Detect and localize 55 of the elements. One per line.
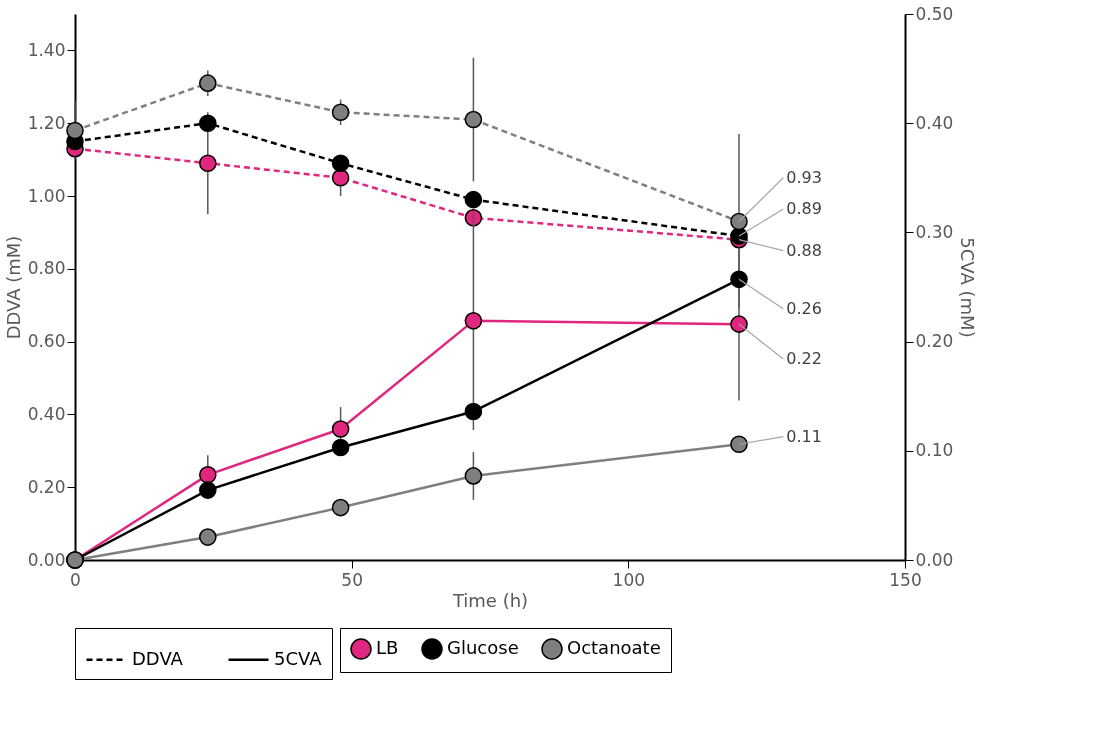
- data-label: 0.11: [786, 426, 822, 446]
- y-tick-label: 0.80: [27, 258, 66, 279]
- point: [331, 154, 350, 173]
- y2-tick-label: 0.30: [915, 221, 954, 242]
- x-tick-label: 50: [341, 569, 363, 590]
- point: [464, 402, 483, 421]
- point: [331, 438, 350, 457]
- point: [730, 315, 748, 333]
- data-label: 0.22: [786, 349, 822, 369]
- y2-tick-label: 0.50: [915, 3, 954, 24]
- point: [198, 528, 217, 546]
- legend-label: LB: [376, 637, 399, 658]
- point: [464, 209, 483, 227]
- text: 5CVA: [274, 647, 323, 669]
- y2-tick-label: 0.10: [915, 440, 954, 461]
- point: [730, 435, 748, 454]
- x-tick-label: 100: [612, 569, 646, 590]
- y-tick-label: 1.00: [27, 185, 66, 206]
- point: [331, 498, 350, 517]
- legend-label: Octanoate: [567, 637, 661, 658]
- point: [198, 114, 217, 132]
- point: [198, 154, 217, 173]
- y-tick-label: 0.40: [27, 403, 66, 424]
- point: [730, 212, 748, 231]
- x-tick-label: 0: [70, 569, 81, 590]
- y2-tick-label: 0.40: [915, 112, 954, 133]
- point: [464, 110, 483, 129]
- y2-tick-label: 0.20: [915, 331, 954, 352]
- point: [464, 312, 483, 330]
- point: [331, 103, 350, 122]
- data-label: 0.88: [786, 240, 822, 260]
- y-tick-label: 1.20: [27, 112, 66, 133]
- x-tick-label: 150: [889, 569, 922, 590]
- y-tick-label: 1.40: [27, 39, 66, 60]
- legend-label: Glucose: [447, 637, 519, 658]
- data-label: 0.26: [786, 298, 822, 318]
- y2-tick-label: 0.00: [915, 549, 954, 570]
- y-axis-title: DDVA (mM): [2, 235, 24, 340]
- text: DDVA: [132, 647, 184, 669]
- point: [198, 74, 217, 92]
- x-axis-title: Time (h): [451, 589, 529, 611]
- y-tick-label: 0.20: [27, 476, 66, 497]
- point: [331, 169, 350, 187]
- point: [198, 466, 217, 484]
- y-tick-label: 0.60: [27, 331, 66, 352]
- y-tick-label: 0.00: [27, 549, 66, 570]
- point: [198, 481, 217, 499]
- point: [66, 121, 84, 140]
- point: [464, 190, 483, 209]
- y2-axis-title: 5CVA (mM): [957, 237, 979, 338]
- point: [464, 467, 483, 485]
- data-label: 0.89: [786, 199, 822, 219]
- point: [730, 270, 748, 289]
- data-label: 0.93: [786, 167, 822, 187]
- point: [331, 420, 350, 438]
